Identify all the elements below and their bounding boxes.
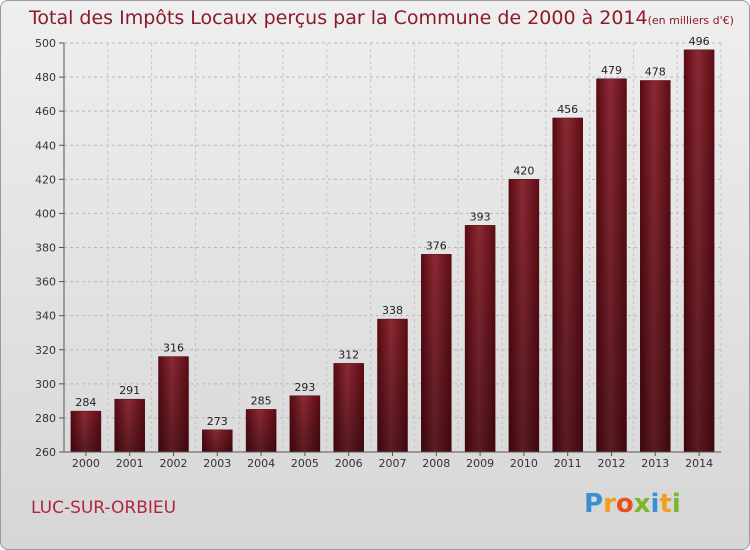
data-label: 479	[601, 64, 622, 77]
y-tick-label: 340	[35, 310, 56, 323]
x-tick-label: 2007	[379, 457, 407, 470]
bar-shade	[114, 399, 145, 452]
bar-shade	[377, 319, 408, 452]
x-tick-label: 2006	[335, 457, 363, 470]
x-tick-label: 2005	[291, 457, 319, 470]
bar-shade	[202, 429, 233, 452]
chart-title: Total des Impôts Locaux perçus par la Co…	[29, 7, 734, 29]
bar-shade	[289, 395, 320, 452]
data-label: 376	[426, 239, 447, 252]
bar-shade	[421, 254, 452, 452]
bar-shade	[596, 78, 627, 452]
data-label: 284	[75, 396, 96, 409]
data-label: 338	[382, 304, 403, 317]
y-tick-label: 420	[35, 173, 56, 186]
data-label: 291	[119, 384, 140, 397]
bar-shade	[70, 411, 101, 452]
data-label: 273	[207, 415, 228, 428]
logo-letter: o	[615, 489, 634, 519]
y-tick-label: 260	[35, 446, 56, 459]
y-tick-label: 500	[35, 37, 56, 50]
y-tick-label: 440	[35, 139, 56, 152]
logo-letter: x	[633, 489, 651, 519]
x-tick-label: 2013	[641, 457, 669, 470]
x-tick-label: 2012	[598, 457, 626, 470]
x-tick-label: 2003	[203, 457, 231, 470]
data-label: 478	[645, 65, 666, 78]
chart-title-text: Total des Impôts Locaux perçus par la Co…	[29, 7, 648, 29]
y-tick-label: 300	[35, 378, 56, 391]
logo-letter: P	[584, 489, 604, 519]
y-tick-label: 380	[35, 242, 56, 255]
data-label: 420	[513, 164, 534, 177]
y-tick-label: 460	[35, 105, 56, 118]
logo-letter: i	[671, 489, 681, 519]
x-tick-label: 2008	[422, 457, 450, 470]
data-label: 316	[163, 342, 184, 355]
bar-shade	[465, 225, 496, 452]
logo-letter: i	[650, 489, 660, 519]
x-tick-label: 2002	[160, 457, 188, 470]
x-tick-label: 2004	[247, 457, 275, 470]
data-label: 496	[689, 35, 710, 48]
bar-shade	[508, 179, 539, 453]
x-tick-label: 2009	[466, 457, 494, 470]
data-label: 393	[470, 210, 491, 223]
x-tick-label: 2000	[72, 457, 100, 470]
y-tick-label: 480	[35, 71, 56, 84]
data-label: 285	[251, 394, 272, 407]
data-label: 312	[338, 348, 359, 361]
y-tick-label: 320	[35, 344, 56, 357]
y-tick-label: 280	[35, 412, 56, 425]
x-tick-label: 2011	[554, 457, 582, 470]
bar-shade	[158, 356, 189, 452]
x-tick-label: 2010	[510, 457, 538, 470]
data-label: 293	[294, 381, 315, 394]
logo-letter: t	[659, 489, 672, 519]
proxiti-logo: Proxiti	[584, 489, 681, 519]
y-tick-label: 360	[35, 276, 56, 289]
bar-shade	[333, 363, 364, 452]
logo-letter: r	[603, 489, 616, 519]
bar-shade	[640, 80, 671, 452]
x-tick-label: 2001	[116, 457, 144, 470]
commune-name: LUC-SUR-ORBIEU	[31, 498, 177, 518]
bar-shade	[684, 49, 715, 453]
bar-shade	[552, 117, 583, 452]
data-label: 456	[557, 103, 578, 116]
bar-shade	[246, 409, 277, 452]
x-tick-label: 2014	[685, 457, 713, 470]
chart-unit: (en milliers d'€)	[647, 14, 734, 27]
y-tick-label: 400	[35, 207, 56, 220]
